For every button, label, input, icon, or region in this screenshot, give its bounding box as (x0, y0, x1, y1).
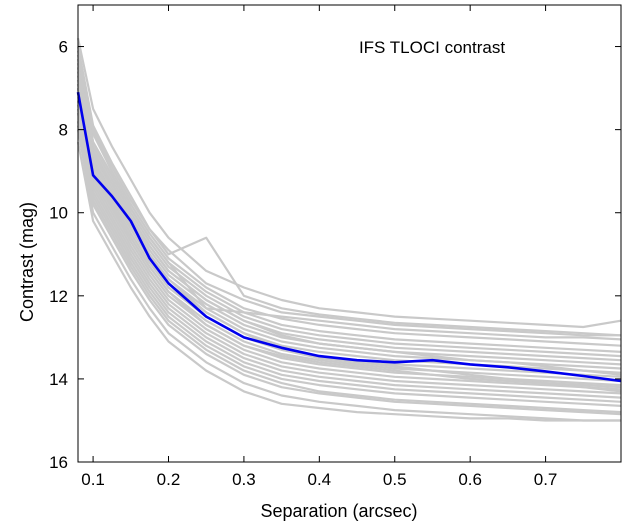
background-series-line-13 (76, 96, 622, 391)
plot-frame (77, 4, 622, 463)
x-tick-label: 0.7 (534, 470, 558, 489)
y-tick-label: 6 (59, 38, 68, 57)
background-series-line-2 (76, 46, 621, 337)
axis-ticks: 0.1 0.2 0.3 0.4 0.5 0.6 0.7 6 8 10 12 14 16 (49, 5, 621, 489)
x-tick-label: 0.3 (232, 470, 256, 489)
background-series-line-21 (76, 50, 622, 337)
x-tick-label: 0.5 (383, 470, 407, 489)
background-series-line-17 (76, 112, 622, 407)
background-series-line-23 (76, 87, 622, 393)
highlight-series-line (76, 91, 622, 383)
x-tick-label: 0.1 (81, 470, 105, 489)
x-tick-label: 0.2 (157, 470, 181, 489)
background-series-line-5 (76, 63, 622, 358)
x-tick-label: 0.4 (308, 470, 332, 489)
background-series-line-3 (76, 54, 622, 347)
chart-annotation: IFS TLOCI contrast (359, 38, 505, 57)
y-tick-label: 12 (49, 287, 68, 306)
y-tick-label: 8 (59, 121, 68, 140)
background-series-line-26 (76, 100, 622, 389)
y-tick-label: 16 (49, 453, 68, 472)
background-series-group (76, 37, 622, 422)
background-series-line-25 (76, 83, 622, 376)
y-tick-label: 14 (49, 370, 68, 389)
x-axis-label: Separation (arcsec) (260, 501, 417, 521)
background-series-line-1 (76, 37, 622, 329)
background-series-line-18 (76, 121, 622, 416)
x-tick-label: 0.6 (458, 470, 482, 489)
y-tick-label: 10 (49, 204, 68, 223)
background-series-line-22 (76, 67, 622, 341)
background-series-line-15 (76, 104, 622, 399)
background-series-line-19 (76, 129, 621, 422)
background-series-line-24 (76, 125, 622, 414)
background-series-line-16 (76, 108, 622, 403)
background-series-line-20 (76, 141, 621, 422)
background-series-line-14 (76, 100, 622, 395)
highlight-series-group (76, 91, 622, 383)
y-axis-label: Contrast (mag) (17, 202, 37, 322)
